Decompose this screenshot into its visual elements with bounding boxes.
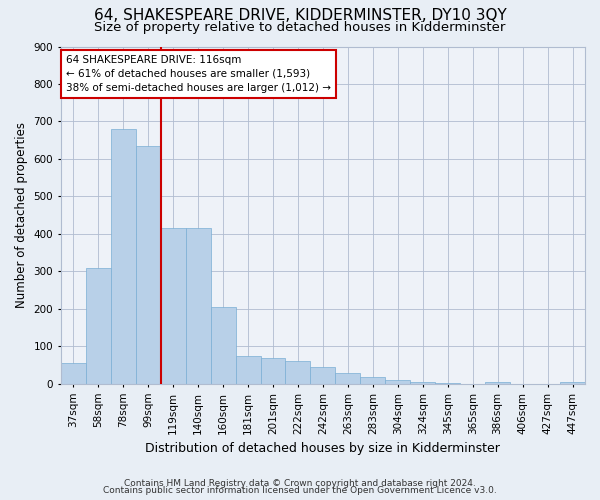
Text: Contains public sector information licensed under the Open Government Licence v3: Contains public sector information licen…: [103, 486, 497, 495]
Bar: [361, 377, 385, 384]
Bar: [560, 382, 585, 384]
Text: Size of property relative to detached houses in Kidderminster: Size of property relative to detached ho…: [94, 22, 506, 35]
Bar: [111, 129, 136, 384]
Bar: [136, 146, 161, 384]
Bar: [286, 362, 310, 384]
Text: 64, SHAKESPEARE DRIVE, KIDDERMINSTER, DY10 3QY: 64, SHAKESPEARE DRIVE, KIDDERMINSTER, DY…: [94, 8, 506, 22]
Bar: [335, 372, 361, 384]
Bar: [385, 380, 410, 384]
Bar: [260, 358, 286, 384]
X-axis label: Distribution of detached houses by size in Kidderminster: Distribution of detached houses by size …: [145, 442, 500, 455]
Y-axis label: Number of detached properties: Number of detached properties: [15, 122, 28, 308]
Bar: [185, 228, 211, 384]
Text: Contains HM Land Registry data © Crown copyright and database right 2024.: Contains HM Land Registry data © Crown c…: [124, 478, 476, 488]
Bar: [435, 383, 460, 384]
Bar: [211, 307, 236, 384]
Text: 64 SHAKESPEARE DRIVE: 116sqm
← 61% of detached houses are smaller (1,593)
38% of: 64 SHAKESPEARE DRIVE: 116sqm ← 61% of de…: [66, 55, 331, 93]
Bar: [61, 364, 86, 384]
Bar: [236, 356, 260, 384]
Bar: [485, 382, 510, 384]
Bar: [410, 382, 435, 384]
Bar: [161, 228, 185, 384]
Bar: [86, 268, 111, 384]
Bar: [310, 367, 335, 384]
